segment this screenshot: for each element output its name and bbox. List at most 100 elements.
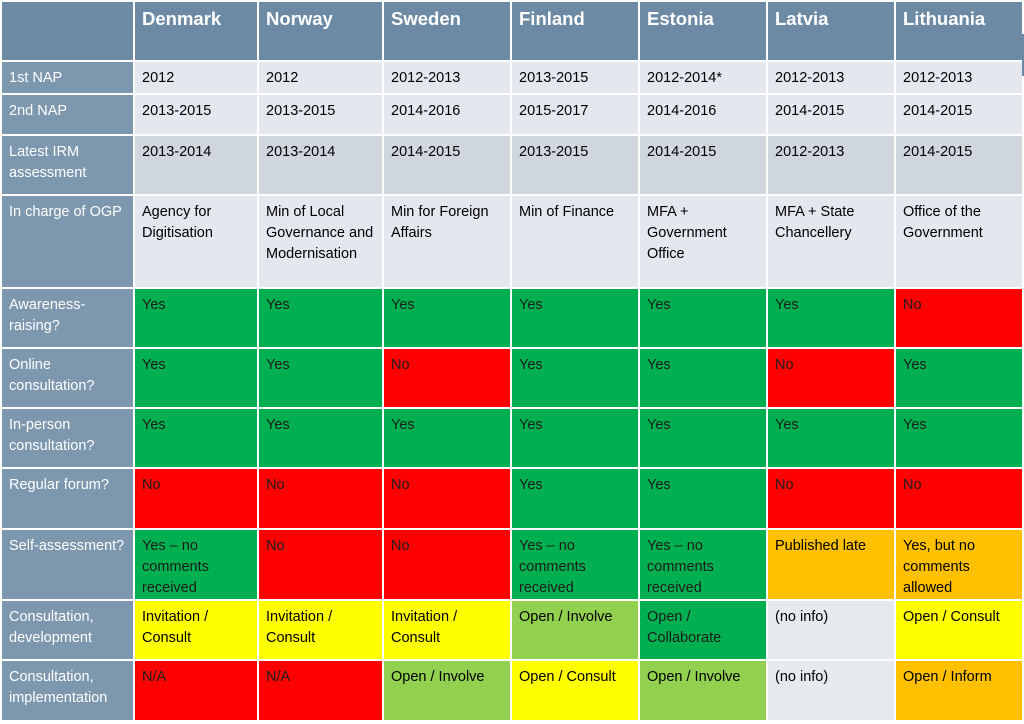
table-cell: Yes: [133, 407, 259, 469]
table-cell: Yes: [257, 407, 384, 469]
table-cell: 2013-2015: [257, 93, 384, 136]
table-cell: Open / Involve: [638, 659, 768, 722]
table-cell: Yes: [382, 287, 512, 349]
table-cell: No: [257, 528, 384, 601]
table-cell: 2014-2015: [894, 134, 1024, 196]
table-cell: Open / Consult: [894, 599, 1024, 661]
table-row: Consultation, implementation N/A N/A Open /…: [0, 659, 1024, 722]
col-header-sweden: Sweden: [382, 0, 512, 62]
table-cell: N/A: [257, 659, 384, 722]
table-row: Regular forum? No No No Yes Yes No No: [0, 467, 1024, 530]
table-cell: Open / Inform: [894, 659, 1024, 722]
table-cell: Published late: [766, 528, 896, 601]
table-cell: 2013-2015: [510, 60, 640, 95]
row-header: Regular forum?: [0, 467, 135, 530]
table-cell: 2014-2015: [638, 134, 768, 196]
table-cell: 2013-2014: [133, 134, 259, 196]
table-cell: MFA + Government Office: [638, 194, 768, 289]
table-cell: Yes – no comments received: [638, 528, 768, 601]
table-row: Consultation, development Invitation / Co…: [0, 599, 1024, 661]
table-cell: Invitation / Consult: [382, 599, 512, 661]
col-header-estonia: Estonia: [638, 0, 768, 62]
row-header: In-person consultation?: [0, 407, 135, 469]
table-cell: Open / Involve: [510, 599, 640, 661]
row-header: 1st NAP: [0, 60, 135, 95]
table-row: In-person consultation? Yes Yes Yes Yes Yes Ye…: [0, 407, 1024, 469]
table-cell: Yes: [638, 347, 768, 409]
col-header-lithuania: Lithuania: [894, 0, 1024, 62]
table-cell: (no info): [766, 599, 896, 661]
table-body: 1st NAP 2012 2012 2012-2013 2013-2015 2012-20…: [0, 60, 1024, 722]
table-cell: (no info): [766, 659, 896, 722]
table-cell: No: [894, 467, 1024, 530]
table-cell: Open / Collaborate: [638, 599, 768, 661]
table-cell: No: [133, 467, 259, 530]
table-cell: 2013-2015: [510, 134, 640, 196]
table-cell: MFA + State Chancellery: [766, 194, 896, 289]
table-row: Latest IRM assessment 2013-2014 2013-2014 2…: [0, 134, 1024, 196]
table-cell: 2012-2013: [766, 60, 896, 95]
table-cell: 2014-2016: [638, 93, 768, 136]
table-cell: Yes: [510, 287, 640, 349]
table-cell: 2014-2015: [382, 134, 512, 196]
table-cell: 2012: [257, 60, 384, 95]
corner-cell: [0, 0, 135, 62]
table-row: Awareness-raising? Yes Yes Yes Yes Yes Yes No: [0, 287, 1024, 349]
row-header: Latest IRM assessment: [0, 134, 135, 196]
table-cell: No: [382, 347, 512, 409]
table-cell: N/A: [133, 659, 259, 722]
table-cell: Yes – no comments received: [510, 528, 640, 601]
table-cell: 2013-2015: [133, 93, 259, 136]
table-cell: Yes, but no comments allowed: [894, 528, 1024, 601]
table-cell: Yes: [510, 467, 640, 530]
header-row: Denmark Norway Sweden Finland Estonia La…: [0, 0, 1024, 62]
table-cell: 2012-2013: [766, 134, 896, 196]
table-cell: 2014-2015: [894, 93, 1024, 136]
table-cell: Yes: [133, 287, 259, 349]
table-cell: 2012: [133, 60, 259, 95]
table-cell: 2014-2015: [766, 93, 896, 136]
table-cell: Yes: [638, 407, 768, 469]
col-header-latvia: Latvia: [766, 0, 896, 62]
table-cell: Yes: [382, 407, 512, 469]
table-row: In charge of OGP Agency for Digitisation M…: [0, 194, 1024, 289]
table-cell: Open / Involve: [382, 659, 512, 722]
table-cell: 2014-2016: [382, 93, 512, 136]
table-cell: Min of Finance: [510, 194, 640, 289]
table-cell: No: [382, 528, 512, 601]
row-header: Consultation, development: [0, 599, 135, 661]
table-cell: No: [382, 467, 512, 530]
table-cell: Yes: [894, 407, 1024, 469]
table-cell: Min of Local Governance and Modernisatio…: [257, 194, 384, 289]
table-cell: No: [894, 287, 1024, 349]
table-cell: Yes – no comments received: [133, 528, 259, 601]
table-row: 2nd NAP 2013-2015 2013-2015 2014-2016 2015-2…: [0, 93, 1024, 136]
table-cell: Yes: [766, 287, 896, 349]
table-cell: Yes: [510, 347, 640, 409]
table-cell: Office of the Government: [894, 194, 1024, 289]
col-header-finland: Finland: [510, 0, 640, 62]
table-cell: 2012-2013: [894, 60, 1024, 95]
table-cell: 2012-2014*: [638, 60, 768, 95]
table-cell: 2013-2014: [257, 134, 384, 196]
table-cell: Yes: [257, 287, 384, 349]
table-row: 1st NAP 2012 2012 2012-2013 2013-2015 2012-20…: [0, 60, 1024, 95]
table-cell: Invitation / Consult: [257, 599, 384, 661]
row-header: Self-assessment?: [0, 528, 135, 601]
edge-strip: [1022, 34, 1024, 76]
row-header: In charge of OGP: [0, 194, 135, 289]
row-header: Online consultation?: [0, 347, 135, 409]
table-cell: No: [766, 467, 896, 530]
table-cell: 2012-2013: [382, 60, 512, 95]
table-cell: Yes: [133, 347, 259, 409]
table-cell: Yes: [510, 407, 640, 469]
table-cell: Yes: [638, 467, 768, 530]
row-header: Awareness-raising?: [0, 287, 135, 349]
table-cell: Min for Foreign Affairs: [382, 194, 512, 289]
table-cell: No: [257, 467, 384, 530]
col-header-denmark: Denmark: [133, 0, 259, 62]
table-row: Self-assessment? Yes – no comments receiv…: [0, 528, 1024, 601]
row-header: 2nd NAP: [0, 93, 135, 136]
